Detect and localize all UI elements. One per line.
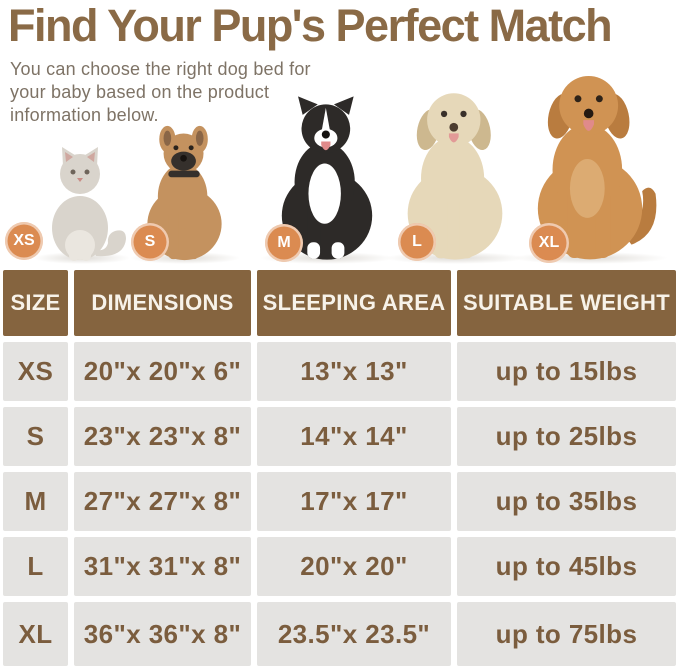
cell-size: L <box>3 537 68 596</box>
cell-suitable-weight: up to 45lbs <box>457 537 676 596</box>
cell-sleeping-area: 13"x 13" <box>257 342 451 401</box>
cell-suitable-weight: up to 35lbs <box>457 472 676 531</box>
size-badge-l: L <box>398 223 436 261</box>
size-badge-s: S <box>131 223 169 261</box>
border-collie-image <box>281 96 373 260</box>
cell-size: M <box>3 472 68 531</box>
bulldog-ear-inner <box>163 130 172 146</box>
column-header-size: SIZE <box>3 270 68 336</box>
cat-ear-inner <box>87 152 95 162</box>
page-subtitle: You can choose the right dog bed for you… <box>10 58 311 127</box>
cell-suitable-weight: up to 15lbs <box>457 342 676 401</box>
column-header-suitable-weight: SUITABLE WEIGHT <box>457 270 676 336</box>
cell-sleeping-area: 20"x 20" <box>257 537 451 596</box>
cell-dimensions: 20"x 20"x 6" <box>74 342 251 401</box>
retriever-tongue <box>448 133 459 143</box>
column-header-sleeping-area: SLEEPING AREA <box>257 270 451 336</box>
size-badge-xs: XS <box>5 222 43 260</box>
size-badge-xl: XL <box>529 223 569 263</box>
cell-size: XS <box>3 342 68 401</box>
cell-sleeping-area: 14"x 14" <box>257 407 451 466</box>
cell-dimensions: 36"x 36"x 8" <box>74 602 251 666</box>
cell-suitable-weight: up to 75lbs <box>457 602 676 666</box>
subtitle-line: your baby based on the product <box>10 82 270 102</box>
cell-size: XL <box>3 602 68 666</box>
subtitle-line: information below. <box>10 105 159 125</box>
cell-dimensions: 27"x 27"x 8" <box>74 472 251 531</box>
size-badge-m: M <box>265 224 303 262</box>
collie-tongue <box>321 141 331 151</box>
page-title: Find Your Pup's Perfect Match <box>8 0 613 51</box>
subtitle-line: You can choose the right dog bed for <box>10 59 311 79</box>
cat-ear-inner <box>65 152 73 162</box>
cell-dimensions: 31"x 31"x 8" <box>74 537 251 596</box>
golden-chest <box>569 158 605 218</box>
cell-sleeping-area: 17"x 17" <box>257 472 451 531</box>
cat-image <box>52 147 126 261</box>
column-header-dimensions: DIMENSIONS <box>74 270 251 336</box>
size-table: SIZE DIMENSIONS SLEEPING AREA SUITABLE W… <box>3 270 676 666</box>
cell-sleeping-area: 23.5"x 23.5" <box>257 602 451 666</box>
cell-dimensions: 23"x 23"x 8" <box>74 407 251 466</box>
cell-suitable-weight: up to 25lbs <box>457 407 676 466</box>
golden-retriever-image <box>537 76 657 260</box>
retriever-tongue <box>583 120 595 131</box>
bulldog-ear-inner <box>195 130 204 146</box>
cell-size: S <box>3 407 68 466</box>
